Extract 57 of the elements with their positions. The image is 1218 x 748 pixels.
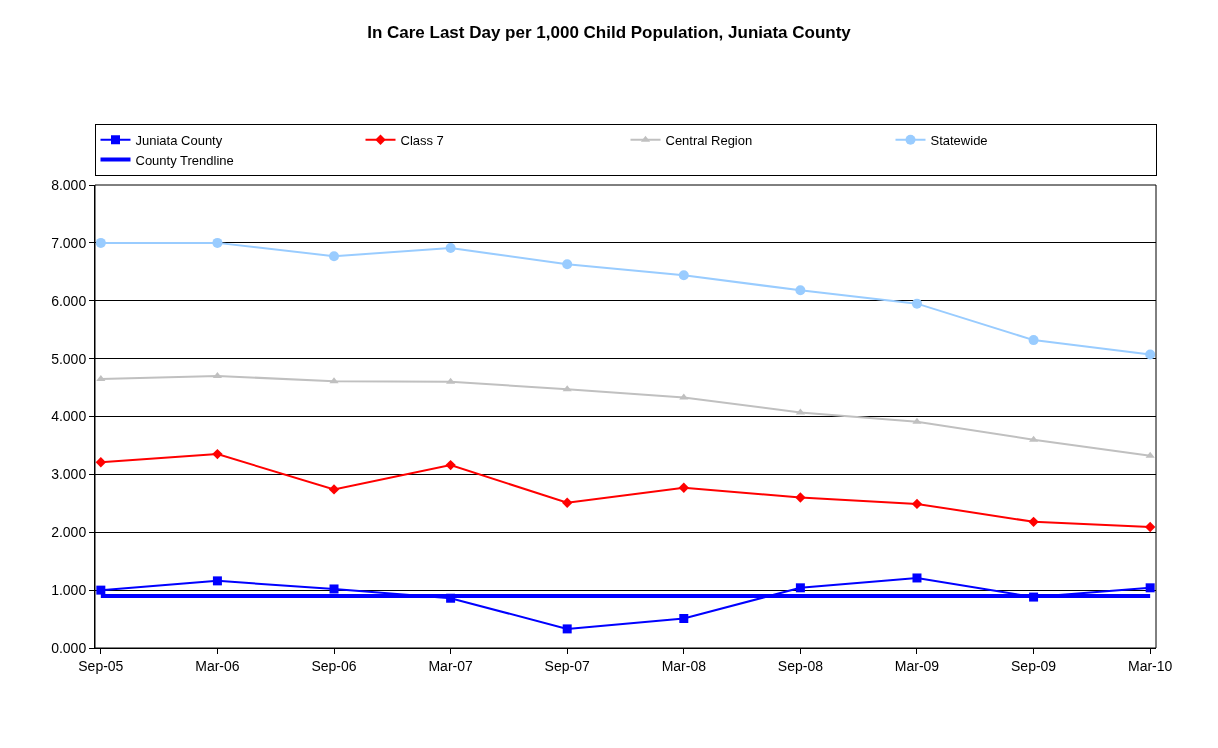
point (329, 584, 339, 594)
x-tick-label: Sep-09 (1011, 657, 1057, 674)
chart-title: In Care Last Day per 1,000 Child Population, Juniata County (367, 23, 852, 43)
point (328, 484, 340, 495)
point (678, 270, 689, 281)
point (911, 498, 923, 510)
legend-label: Central Region (665, 132, 753, 148)
point (95, 457, 107, 468)
point (1028, 335, 1039, 346)
point (1145, 583, 1155, 593)
point (562, 259, 573, 270)
point (329, 251, 340, 262)
x-tick-label: Mar-10 (1127, 657, 1173, 674)
point (562, 497, 573, 508)
x-tick-label: Sep-07 (544, 657, 590, 674)
point (96, 585, 106, 595)
point (912, 573, 922, 583)
point (795, 285, 806, 296)
y-tick-label: 0.000 (51, 639, 87, 656)
y-tick-label: 8.000 (51, 176, 87, 193)
point (1145, 451, 1155, 458)
y-tick-label: 7.000 (51, 234, 87, 251)
y-tick-label: 3.000 (51, 466, 87, 483)
legend-label: Juniata County (135, 132, 223, 148)
x-tick-label: Mar-06 (195, 657, 240, 674)
point (445, 243, 456, 254)
point (329, 377, 339, 384)
point (795, 492, 806, 503)
x-tick-label: Sep-06 (311, 657, 357, 674)
x-tick-label: Mar-09 (894, 657, 940, 674)
y-tick-label: 2.000 (51, 524, 87, 541)
point (912, 417, 922, 424)
point (679, 613, 689, 623)
point (212, 448, 223, 460)
point (911, 298, 922, 309)
point (212, 237, 223, 248)
y-tick-label: 6.000 (51, 292, 87, 309)
point (795, 583, 805, 593)
legend-label: County Trendline (135, 152, 234, 168)
x-tick-label: Mar-07 (428, 657, 473, 674)
x-tick-label: Sep-08 (777, 657, 824, 674)
point (212, 576, 222, 586)
point (95, 237, 106, 248)
y-tick-label: 1.000 (51, 582, 87, 599)
y-tick-label: 4.000 (51, 408, 87, 425)
y-tick-label: 5.000 (51, 350, 87, 367)
point (96, 374, 106, 381)
legend-label: Class 7 (400, 132, 444, 148)
point (1028, 516, 1039, 528)
point (678, 482, 689, 493)
x-tick-label: Sep-05 (78, 657, 124, 674)
point (562, 624, 572, 634)
point (1144, 521, 1156, 533)
x-tick-label: Mar-08 (661, 657, 707, 674)
point (445, 459, 456, 471)
point (1145, 349, 1156, 360)
legend-label: Statewide (930, 132, 988, 148)
